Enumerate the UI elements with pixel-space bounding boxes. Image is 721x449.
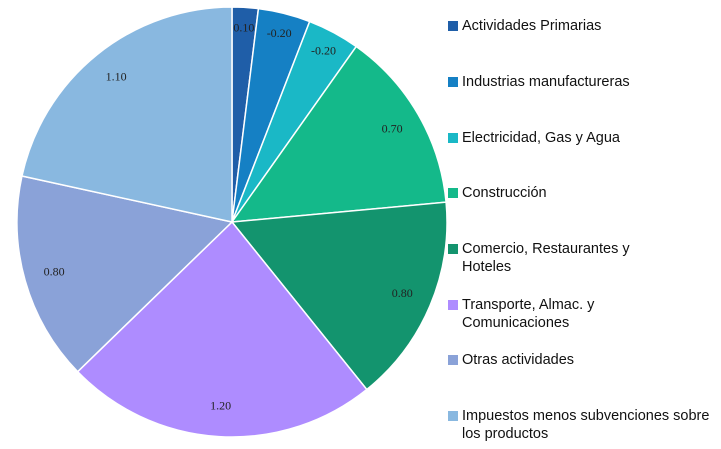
legend-label: Electricidad, Gas y Agua bbox=[462, 130, 620, 146]
legend-item: Comercio, Restaurantes y Hoteles bbox=[448, 240, 716, 276]
legend-label: Otras actividades bbox=[462, 352, 575, 368]
value-label: -0.20 bbox=[267, 26, 292, 40]
value-label: 0.80 bbox=[392, 286, 413, 300]
pie-slice bbox=[16, 175, 234, 373]
legend-label: Construcción bbox=[462, 185, 547, 201]
value-label: 1.10 bbox=[106, 70, 127, 84]
value-label: 0.70 bbox=[382, 121, 403, 135]
legend-item: Actividades Primarias bbox=[448, 17, 716, 35]
legend-item: Impuestos menos subvenciones sobre los p… bbox=[448, 407, 716, 443]
legend-swatch bbox=[448, 133, 458, 143]
legend-swatch bbox=[448, 300, 458, 310]
legend-label: Impuestos menos subvenciones sobre los p… bbox=[462, 408, 710, 442]
legend-label: Comercio, Restaurantes y Hoteles bbox=[462, 241, 630, 275]
value-label: -0.20 bbox=[311, 43, 336, 57]
pie-slice bbox=[230, 201, 448, 391]
pie-slice bbox=[76, 220, 368, 438]
legend-swatch bbox=[448, 21, 458, 31]
value-label: 0.80 bbox=[44, 264, 65, 278]
legend-label: Transporte, Almac. y Comunicaciones bbox=[462, 297, 595, 331]
legend-label: Actividades Primarias bbox=[462, 18, 602, 34]
pie-slice bbox=[230, 45, 447, 223]
legend-item: Otras actividades bbox=[448, 351, 716, 369]
legend-swatch bbox=[448, 411, 458, 421]
value-label: 1.20 bbox=[210, 398, 231, 412]
legend-swatch bbox=[448, 188, 458, 198]
legend-swatch bbox=[448, 244, 458, 254]
value-label: 0.10 bbox=[233, 21, 254, 35]
legend-swatch bbox=[448, 77, 458, 87]
legend-label: Industrias manufactureras bbox=[462, 74, 630, 90]
legend-item: Electricidad, Gas y Agua bbox=[448, 129, 716, 147]
legend-item: Industrias manufactureras bbox=[448, 73, 716, 91]
legend-item: Transporte, Almac. y Comunicaciones bbox=[448, 296, 716, 332]
pie-slice bbox=[21, 6, 233, 223]
legend-swatch bbox=[448, 355, 458, 365]
legend-item: Construcción bbox=[448, 184, 716, 202]
